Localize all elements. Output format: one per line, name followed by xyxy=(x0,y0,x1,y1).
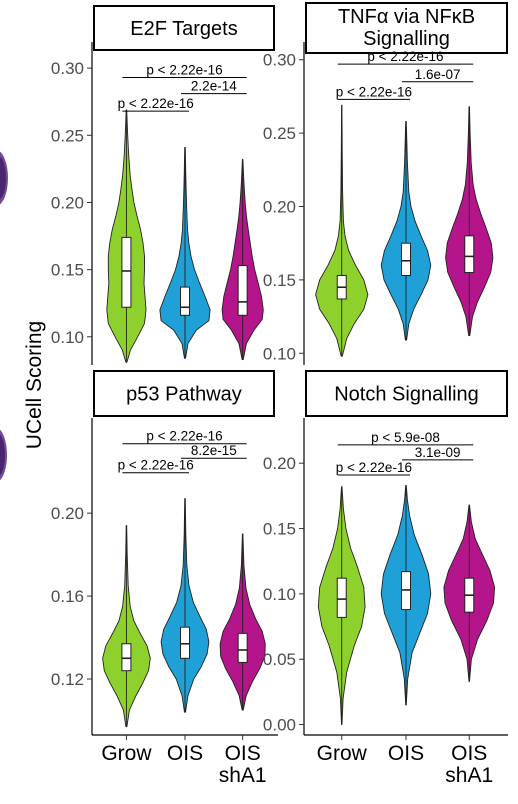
x-tick-label: Grow xyxy=(101,742,152,765)
y-tick-label: 0.10 xyxy=(51,328,84,347)
y-tick-label: 0.10 xyxy=(263,344,296,363)
panel-title-line: Signalling xyxy=(363,28,450,50)
comparison-pvalue: p < 2.22e-16 xyxy=(146,63,222,78)
box-iqr xyxy=(464,235,475,274)
y-tick-label: 0.12 xyxy=(51,670,84,689)
box-iqr xyxy=(121,236,132,308)
x-tick-label: Grow xyxy=(317,742,368,765)
comparison-pvalue: 3.1e-09 xyxy=(415,445,461,460)
comparison-pvalue: p < 2.22e-16 xyxy=(336,460,412,475)
x-tick-label: shA1 xyxy=(219,764,267,787)
x-tick-label: OIS xyxy=(225,742,261,765)
comparison-pvalue: p < 5.9e-08 xyxy=(371,430,440,445)
comparison-pvalue: p < 2.22e-16 xyxy=(367,49,443,64)
comparison-pvalue: p < 2.22e-16 xyxy=(336,84,412,99)
y-tick-label: 0.16 xyxy=(51,587,84,606)
y-tick-label: 0.30 xyxy=(263,51,296,70)
panel-1: E2F Targets 0.10 0.15 0.20 0.25 0.30 p < 2.22e… xyxy=(51,5,275,365)
comparison-pvalue: p < 2.22e-16 xyxy=(146,429,222,444)
y-tick-label: 0.05 xyxy=(263,650,296,669)
y-tick-label: 0.15 xyxy=(51,261,84,280)
comparison-pvalue: p < 2.22e-16 xyxy=(118,96,194,111)
y-tick-label: 0.20 xyxy=(263,454,296,473)
cropped-umap-fragment-top xyxy=(0,151,8,205)
y-tick-label: 0.15 xyxy=(263,271,296,290)
panel-title: E2F Targets xyxy=(130,18,237,40)
panel-title-box xyxy=(93,5,275,51)
y-tick-label: 0.30 xyxy=(51,59,84,78)
cropped-umap-fragment-bottom xyxy=(0,429,7,481)
y-tick-label: 0.20 xyxy=(263,198,296,217)
box-iqr xyxy=(237,265,248,316)
x-tick-label: OIS xyxy=(388,742,424,765)
y-tick-label: 0.25 xyxy=(51,126,84,145)
panel-title: Notch Signalling xyxy=(334,384,479,406)
y-tick-label: 0.20 xyxy=(51,193,84,212)
comparison-pvalue: 8.2e-15 xyxy=(191,443,237,458)
panel-title: p53 Pathway xyxy=(126,384,242,406)
comparison-pvalue: 1.6e-07 xyxy=(415,67,461,82)
panel-title-box xyxy=(305,2,508,54)
x-tick-label: OIS xyxy=(451,742,487,765)
box-iqr xyxy=(180,626,190,659)
comparison-pvalue: p < 2.22e-16 xyxy=(118,458,194,473)
box-iqr xyxy=(401,242,411,276)
x-tick-label: OIS xyxy=(167,742,203,765)
comparison-pvalue: 2.2e-14 xyxy=(191,79,237,94)
y-tick-label: 0.25 xyxy=(263,124,296,143)
y-tick-label: 0.00 xyxy=(263,716,296,735)
y-axis-label: UCell Scoring xyxy=(23,321,46,449)
panel-title-line: TNFα via NFκB xyxy=(338,6,475,28)
panel-title-box xyxy=(93,370,275,417)
box-iqr xyxy=(180,286,190,316)
x-tick-label: shA1 xyxy=(445,764,493,787)
y-tick-label: 0.10 xyxy=(263,585,296,604)
y-tick-label: 0.20 xyxy=(51,504,84,523)
box-iqr xyxy=(336,577,347,618)
y-tick-label: 0.15 xyxy=(263,520,296,539)
box-iqr xyxy=(121,643,132,672)
box-iqr xyxy=(237,632,248,663)
panel-title-box xyxy=(305,370,508,417)
